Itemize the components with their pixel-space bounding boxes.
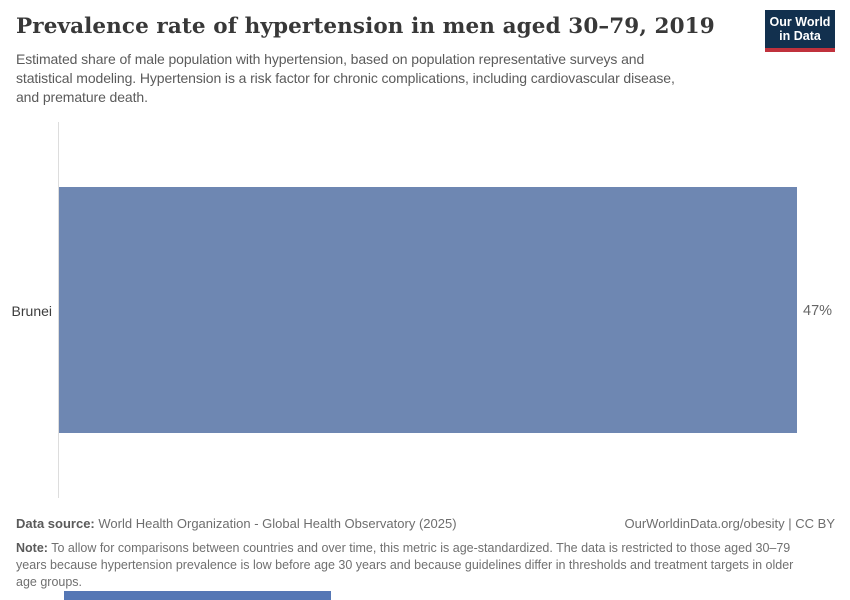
chart-header: Prevalence rate of hypertension in men a…	[16, 10, 835, 107]
plot-area	[59, 187, 797, 433]
chart-footer: Data source: World Health Organization -…	[16, 516, 835, 591]
value-label-brunei: 47%	[803, 303, 833, 319]
subtitle-line: and premature death.	[16, 89, 148, 105]
data-source-value: World Health Organization - Global Healt…	[98, 516, 457, 531]
owid-logo[interactable]: Our World in Data	[765, 10, 835, 52]
subtitle-line: statistical modeling. Hypertension is a …	[16, 70, 675, 86]
note-text: To allow for comparisons between countri…	[51, 541, 791, 555]
note-line: Note: To allow for comparisons between c…	[16, 540, 835, 557]
bar-brunei[interactable]	[59, 187, 797, 433]
attribution-link[interactable]: OurWorldinData.org/obesity | CC BY	[624, 516, 836, 531]
chart-note: Note: To allow for comparisons between c…	[16, 540, 835, 591]
data-source-label: Data source:	[16, 516, 95, 531]
note-line: years because hypertension prevalence is…	[16, 558, 794, 572]
chart-subtitle: Estimated share of male population with …	[16, 50, 834, 107]
owid-logo-line1: Our World	[769, 15, 831, 29]
y-axis-line	[58, 122, 59, 498]
timeline-progress-bar[interactable]	[64, 591, 331, 600]
category-label-brunei: Brunei	[11, 303, 52, 319]
owid-logo-line2: in Data	[779, 29, 821, 43]
subtitle-line: Estimated share of male population with …	[16, 51, 645, 67]
note-label: Note:	[16, 541, 48, 555]
note-line: age groups.	[16, 575, 83, 589]
page-title: Prevalence rate of hypertension in men a…	[16, 14, 715, 39]
data-source-text: Data source: World Health Organization -…	[16, 516, 457, 531]
